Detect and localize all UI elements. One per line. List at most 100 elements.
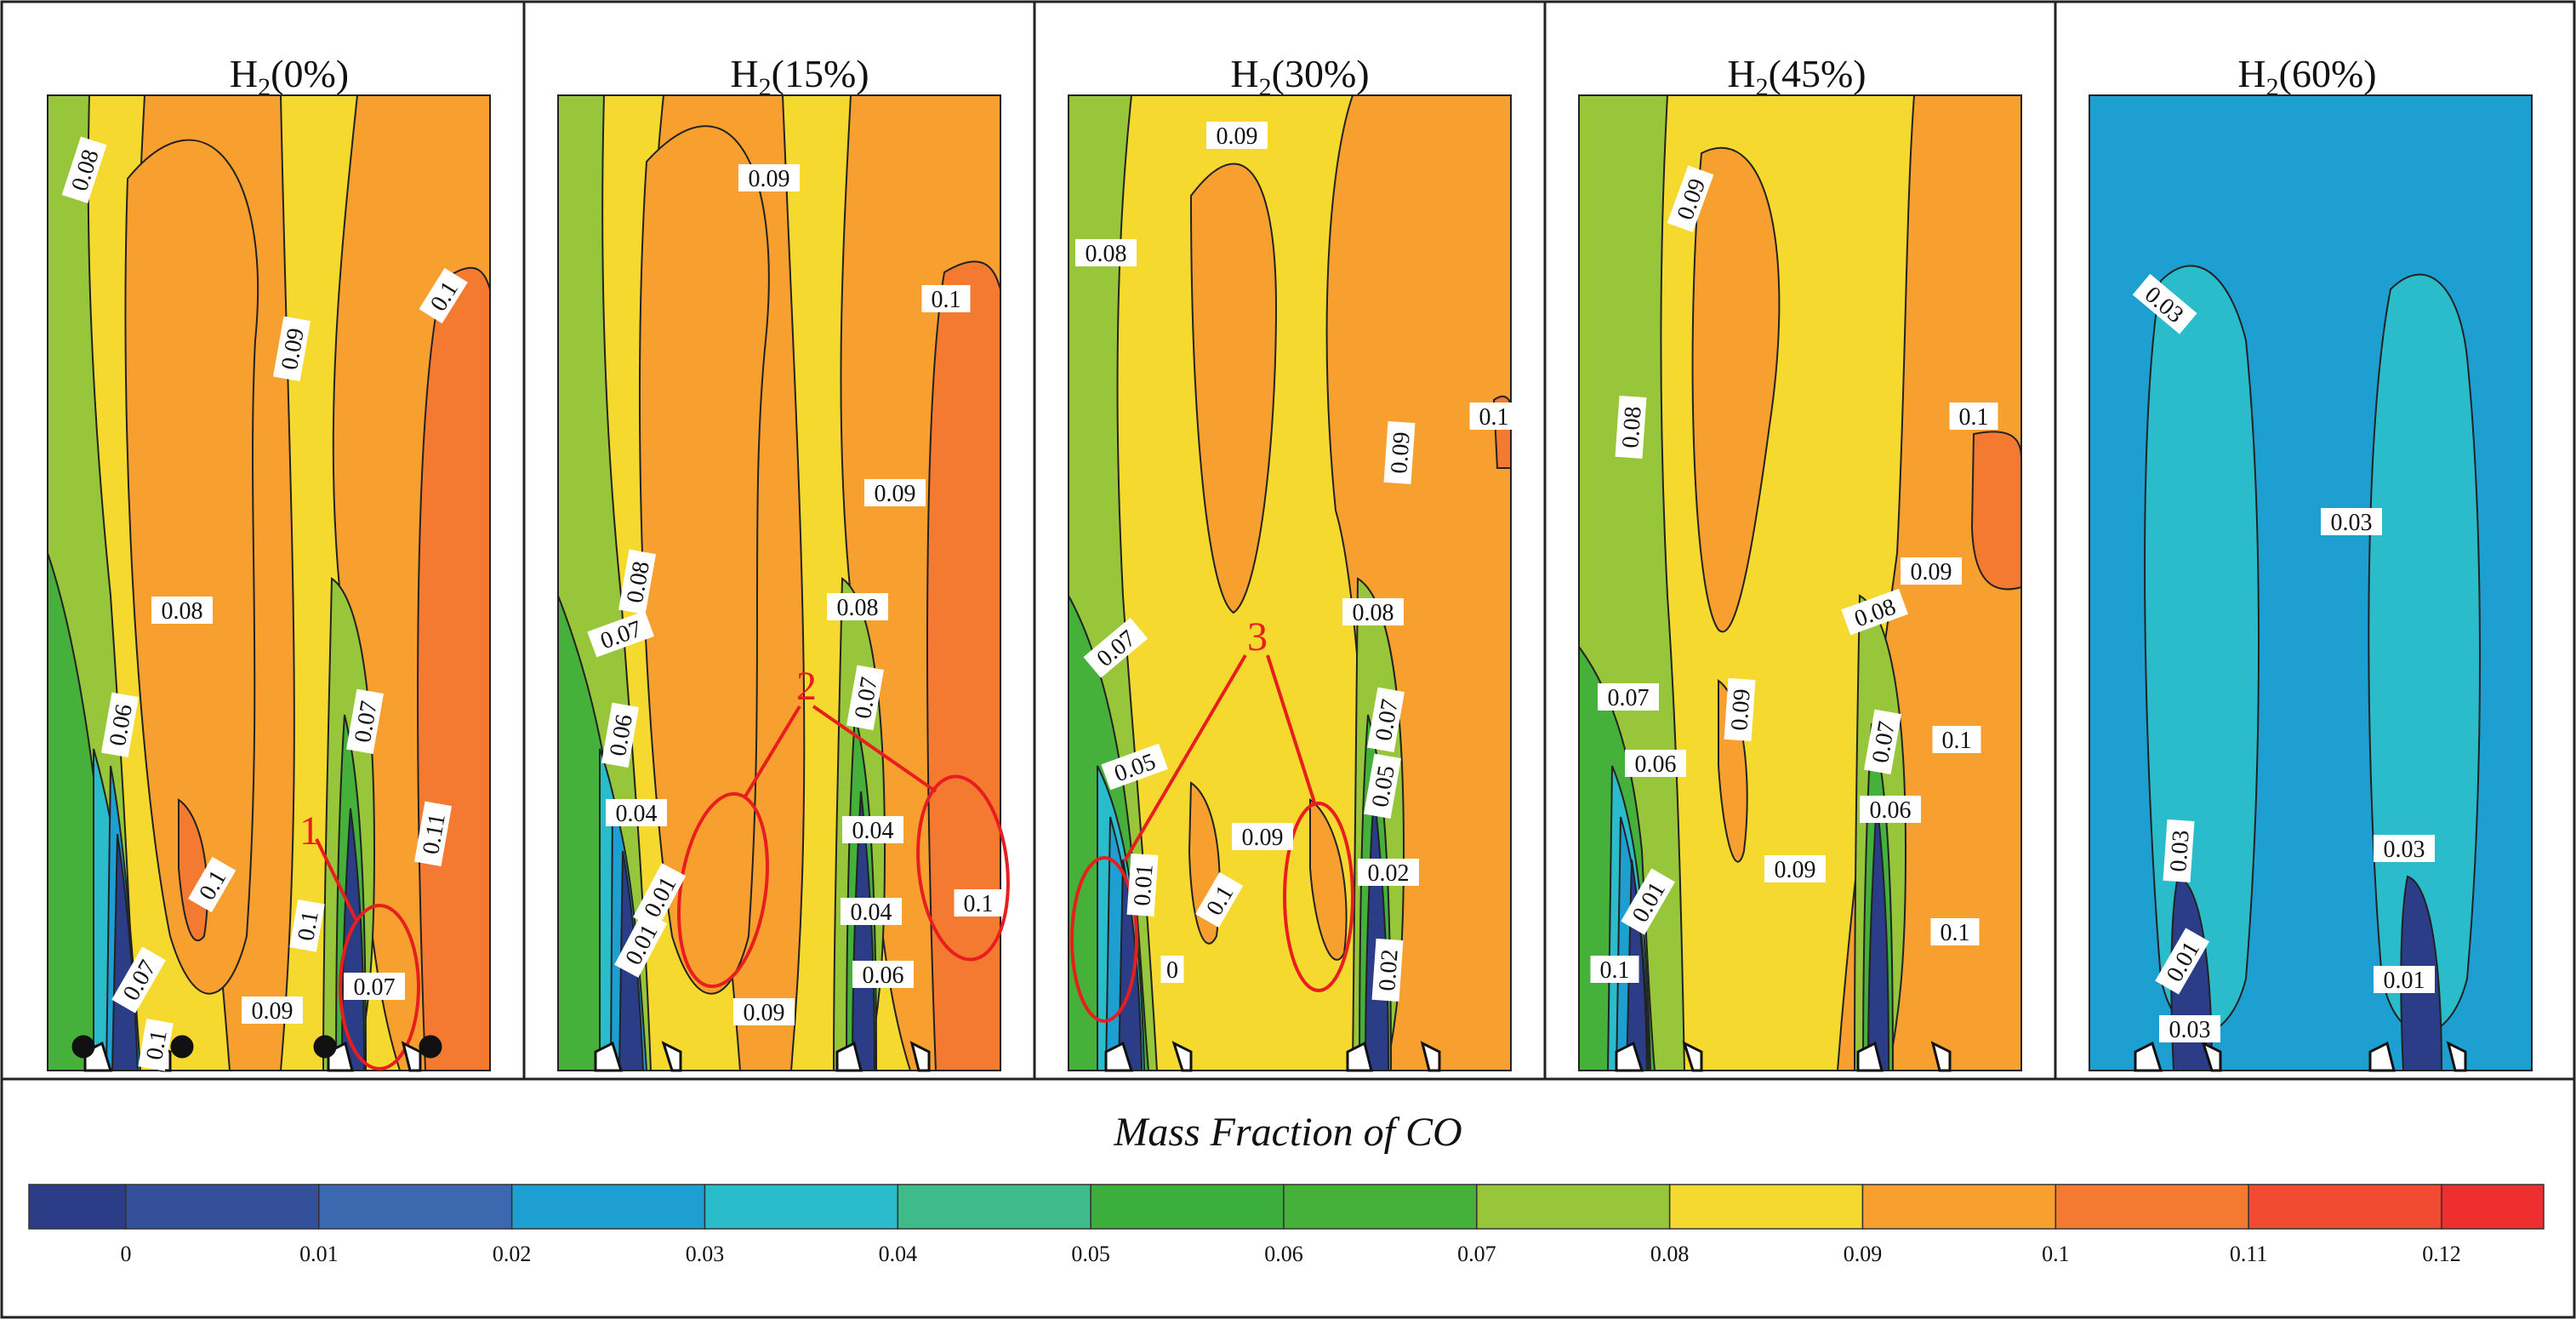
colorbar-tick-label: 0.01 (299, 1242, 339, 1266)
contour-label: 0.1 (1949, 403, 1998, 431)
contour-label-box (606, 799, 667, 826)
contour-label: 0.07 (1864, 709, 1902, 775)
contour-label-text: 0.08 (1353, 600, 1394, 626)
contour-label-box (846, 665, 885, 731)
contour-label: 0.03 (2374, 835, 2435, 863)
contour-label-box (1841, 588, 1908, 636)
contour-label-box (1621, 868, 1675, 935)
contour-label-box (344, 973, 405, 1000)
colorbar-title: Mass Fraction of CO (1113, 1110, 1462, 1155)
contour-label-box (2132, 273, 2197, 334)
burner-hardware (71, 1035, 2467, 1072)
contour-label-text: 0.03 (2169, 1017, 2211, 1043)
colorbar: 0 0.01 0.02 0.03 0.04 0.05 0.06 0.07 0.08 0.09 0.1… (28, 1184, 2545, 1266)
colorbar-segment (510, 1184, 706, 1230)
contour-label-text: 0.04 (851, 899, 892, 926)
contour-label: 0.03 (2321, 508, 2382, 536)
contour-label-text: 0.02 (1374, 949, 1403, 992)
panel-title: H2(45%) (1727, 52, 1866, 101)
contour-label-box (1724, 677, 1756, 741)
contour-label-box (1949, 403, 1998, 430)
annotation-leader (1123, 654, 1247, 863)
annotation-number: 1 (299, 808, 320, 854)
contour-label-box (1930, 918, 1980, 945)
contour-label: 0.1 (1469, 403, 1519, 431)
contour-label-box (1383, 420, 1416, 484)
panel-h2-60: H2(60%) (2089, 52, 2533, 1071)
contour-label-box (1342, 598, 1404, 625)
contour-label-box (289, 899, 325, 952)
contour-label: 0.09 (733, 998, 795, 1026)
contour-label-text: 0.08 (1617, 406, 1646, 449)
contour-label-box (61, 136, 107, 203)
contour-label-text: 0.1 (293, 909, 324, 943)
contour-label: 0.07 (344, 973, 405, 1001)
contour-label-box (733, 998, 795, 1025)
contour-label: 0.1 (289, 899, 325, 952)
contour-label-text: 0.1 (1942, 728, 1972, 754)
contour-label-box (841, 898, 902, 925)
contour-label: 0.06 (601, 702, 640, 768)
contour-label-text: 0.1 (964, 891, 994, 917)
contour-label-text: 0.04 (616, 801, 658, 827)
contour-label-box (921, 285, 971, 312)
contour-label-box (1590, 956, 1639, 983)
contour-label: 0.08 (1075, 239, 1137, 267)
contour-label-box (1901, 557, 1962, 585)
colorbar-tick-label: 0.11 (2230, 1242, 2268, 1266)
contour-label-box (1126, 853, 1159, 916)
contour-label-box (151, 597, 213, 624)
panel-title: H2(0%) (230, 52, 349, 101)
contour-label-box (601, 702, 640, 768)
contour-label-box (2321, 508, 2382, 535)
contour-label-text: 0.09 (1217, 123, 1258, 150)
contour-label: 0.1 (954, 889, 1003, 917)
contour-label-box (138, 1018, 174, 1071)
contour-label-box (1615, 395, 1647, 459)
contour-label-box (1206, 122, 1268, 149)
contour-label: 0.06 (852, 961, 914, 989)
colorbar-tick-label: 0.04 (879, 1242, 918, 1266)
annotation-ellipse (916, 774, 1010, 962)
contour-label-text: 0.09 (1242, 825, 1284, 851)
contour-label-box (1232, 823, 1293, 850)
colorbar-segment (318, 1184, 513, 1230)
contour-label: 0.02 (1371, 938, 1404, 1002)
contour-label-box (1195, 871, 1244, 928)
colorbar-segment (1668, 1184, 1864, 1230)
contour-label: 0.06 (1625, 750, 1686, 778)
colorbar-tick-label: 0.12 (2422, 1242, 2461, 1266)
colorbar-segment (28, 1184, 127, 1230)
contour-label-box (1371, 938, 1404, 1002)
contour-label-text: 0.03 (2165, 830, 2194, 873)
annotation-leader (1266, 654, 1317, 806)
contour-label-text: 0.1 (1941, 920, 1970, 946)
contour-label-box (419, 267, 468, 324)
contour-label: 0.07 (1598, 683, 1659, 711)
contour-label: 0.06 (1860, 796, 1921, 824)
contour-label-box (273, 316, 311, 382)
contour-label: 0.09 (738, 164, 800, 192)
contour-label-box (188, 856, 237, 913)
contour-label: 0.09 (1901, 557, 1962, 585)
contour-label-box (1160, 956, 1184, 983)
colorbar-segment (125, 1184, 320, 1230)
colorbar-tick-label: 0.08 (1650, 1242, 1690, 1266)
colorbar-tick-label: 0.1 (2042, 1242, 2070, 1266)
contour-label-box (1864, 709, 1902, 775)
contour-label: 0.01 (1126, 853, 1159, 916)
contour-label-box (1860, 796, 1921, 823)
contour-label: 0.08 (1342, 598, 1404, 626)
contour-field (2089, 94, 2533, 1071)
colorbar-segment (2248, 1184, 2442, 1230)
annotation-leader (812, 705, 938, 793)
colorbar-segment (704, 1184, 899, 1230)
colorbar-tick-label: 0.07 (1457, 1242, 1496, 1266)
contour-label-text: 0.06 (863, 962, 904, 989)
contour-label-box (1667, 165, 1714, 232)
contour-label: 0.04 (841, 898, 902, 926)
contour-label-text: 0.1 (1479, 404, 1509, 431)
contour-label-text: 0 (1166, 957, 1178, 984)
contour-label: 0.04 (606, 799, 667, 827)
contour-label: 0 (1160, 956, 1184, 984)
